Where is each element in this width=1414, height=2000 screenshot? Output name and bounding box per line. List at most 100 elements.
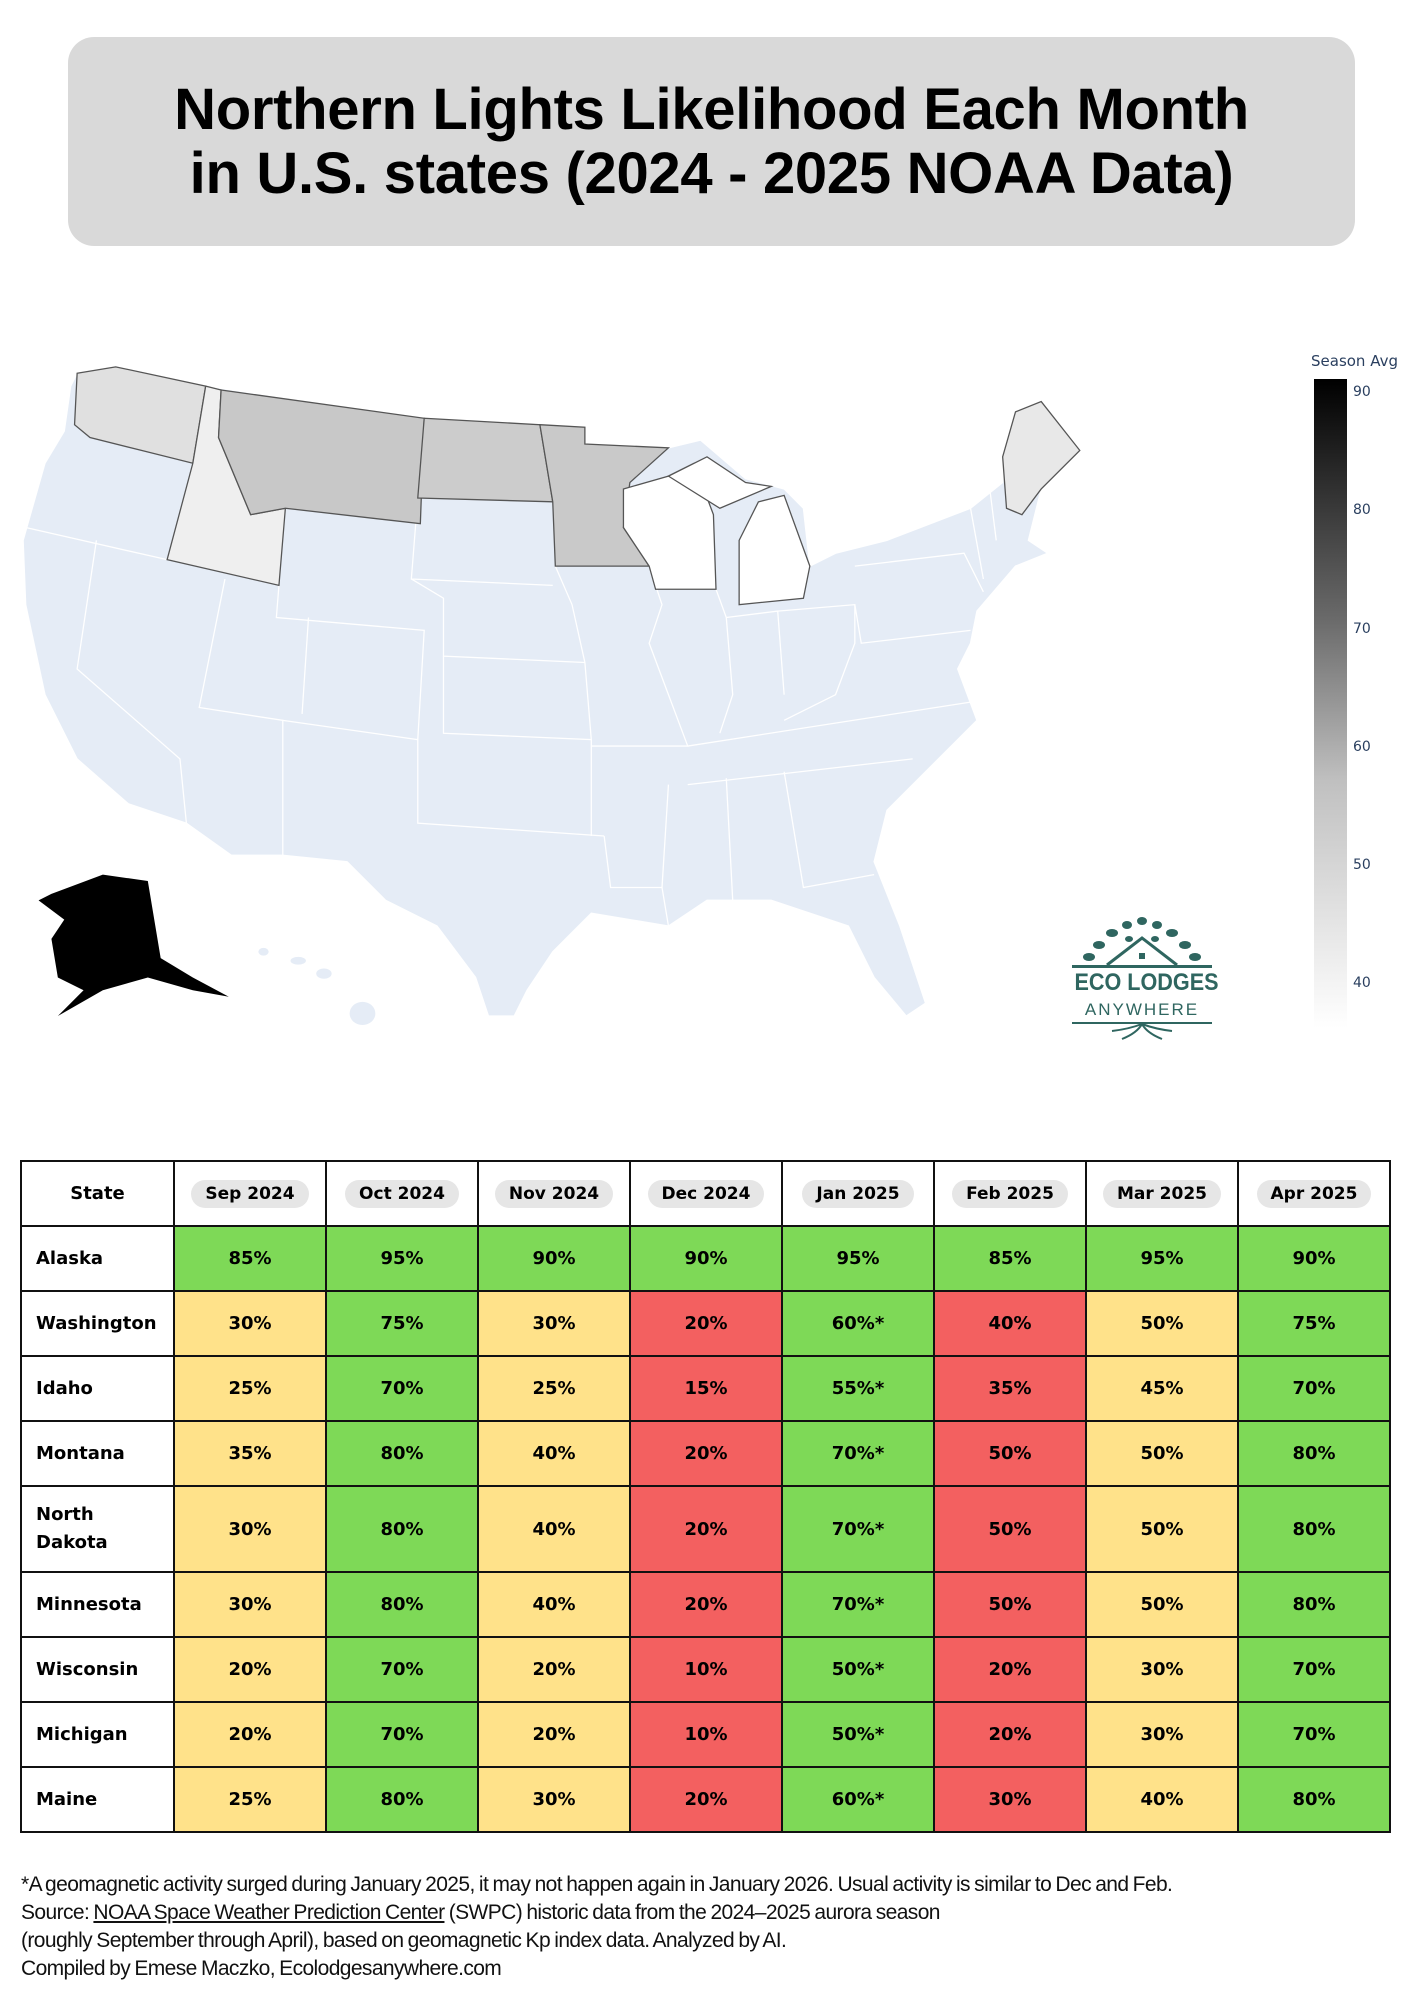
likelihood-cell: 80% [325, 1485, 479, 1573]
likelihood-cell: 60%* [781, 1290, 935, 1357]
colorbar-tick: 90 [1353, 384, 1371, 400]
likelihood-cell: 30% [1085, 1701, 1239, 1768]
state-montana[interactable] [217, 389, 425, 525]
likelihood-cell: 60%* [781, 1766, 935, 1833]
header-month: Apr 2025 [1237, 1160, 1391, 1227]
likelihood-cell: 50%* [781, 1636, 935, 1703]
state-cell: Minnesota [20, 1571, 175, 1638]
likelihood-cell: 20% [629, 1485, 783, 1573]
month-pill: Nov 2024 [494, 1179, 614, 1208]
likelihood-cell: 90% [629, 1225, 783, 1292]
likelihood-cell: 25% [173, 1766, 327, 1833]
likelihood-cell: 80% [325, 1766, 479, 1833]
colorbar-tick: 40 [1353, 975, 1371, 991]
likelihood-cell: 50% [1085, 1485, 1239, 1573]
likelihood-cell: 10% [629, 1636, 783, 1703]
credit: Compiled by Emese Maczko, Ecolodgesanywh… [21, 1957, 502, 1980]
table-row: North Dakota 30% 80% 40% 20% 70%* 50% 50% 80% [20, 1485, 1391, 1573]
likelihood-cell: 85% [173, 1225, 327, 1292]
likelihood-cell: 30% [173, 1571, 327, 1638]
colorbar-tick: 60 [1353, 739, 1371, 755]
likelihood-cell: 40% [477, 1485, 631, 1573]
state-name: Alaska [36, 1247, 104, 1269]
likelihood-cell: 70%* [781, 1571, 935, 1638]
likelihood-cell: 20% [933, 1636, 1087, 1703]
source-link[interactable]: NOAA Space Weather Prediction Center [93, 1901, 445, 1924]
likelihood-cell: 50% [1085, 1420, 1239, 1487]
header-month: Sep 2024 [173, 1160, 327, 1227]
title-line-2: in U.S. states (2024 - 2025 NOAA Data) [189, 140, 1234, 206]
month-pill: Sep 2024 [191, 1179, 309, 1208]
state-name: Maine [36, 1788, 98, 1810]
header-month: Jan 2025 [781, 1160, 935, 1227]
highlighted-states [73, 366, 1081, 606]
likelihood-cell: 90% [1237, 1225, 1391, 1292]
likelihood-cell: 50% [933, 1485, 1087, 1573]
state-washington[interactable] [73, 366, 207, 465]
logo-line-2: ANYWHERE [1084, 1000, 1200, 1019]
title-banner: Northern Lights Likelihood Each Month in… [68, 37, 1355, 246]
state-cell: Washington [20, 1290, 175, 1357]
likelihood-cell: 20% [629, 1766, 783, 1833]
likelihood-cell: 75% [325, 1290, 479, 1357]
likelihood-cell: 30% [1085, 1636, 1239, 1703]
likelihood-cell: 20% [477, 1701, 631, 1768]
table-row: Alaska 85% 95% 90% 90% 95% 85% 95% 90% [20, 1225, 1391, 1292]
likelihood-cell: 50% [1085, 1290, 1239, 1357]
likelihood-cell: 70% [325, 1636, 479, 1703]
likelihood-cell: 70%* [781, 1485, 935, 1573]
table-row: Wisconsin 20% 70% 20% 10% 50%* 20% 30% 70% [20, 1636, 1391, 1703]
header-month: Feb 2025 [933, 1160, 1087, 1227]
likelihood-cell: 80% [1237, 1485, 1391, 1573]
month-pill: Dec 2024 [647, 1179, 765, 1208]
month-pill: Apr 2025 [1256, 1179, 1372, 1208]
likelihood-cell: 70%* [781, 1420, 935, 1487]
likelihood-cell: 90% [477, 1225, 631, 1292]
colorbar-title: Season Avg [1311, 352, 1398, 370]
state-name: North Dakota [36, 1504, 108, 1553]
month-pill: Jan 2025 [802, 1179, 914, 1208]
tree-house-icon [1072, 917, 1212, 1040]
likelihood-cell: 20% [629, 1290, 783, 1357]
likelihood-cell: 70% [1237, 1355, 1391, 1422]
state-cell: Wisconsin [20, 1636, 175, 1703]
state-cell: Idaho [20, 1355, 175, 1422]
state-maine[interactable] [1002, 400, 1081, 516]
likelihood-cell: 20% [477, 1636, 631, 1703]
state-north-dakota[interactable] [417, 417, 554, 503]
likelihood-cell: 75% [1237, 1290, 1391, 1357]
state-michigan-lower[interactable] [738, 494, 811, 606]
footnote: *A geomagnetic activity surged during Ja… [21, 1873, 1173, 1896]
header-month: Dec 2024 [629, 1160, 783, 1227]
table-row: Idaho 25% 70% 25% 15% 55%* 35% 45% 70% [20, 1355, 1391, 1422]
state-cell: North Dakota [20, 1485, 175, 1573]
likelihood-cell: 40% [477, 1420, 631, 1487]
table-header-row: State Sep 2024 Oct 2024 Nov 2024 Dec 2024 Ja… [20, 1160, 1391, 1227]
colorbar-tick: 70 [1353, 621, 1371, 637]
state-name: Montana [36, 1442, 125, 1464]
state-michigan-upper[interactable] [667, 456, 774, 509]
likelihood-cell: 15% [629, 1355, 783, 1422]
header-month: Mar 2025 [1085, 1160, 1239, 1227]
source-prefix: Source: [21, 1901, 94, 1924]
state-name: Wisconsin [36, 1658, 139, 1680]
header-month: Nov 2024 [477, 1160, 631, 1227]
month-pill: Feb 2025 [952, 1179, 1068, 1208]
likelihood-cell: 30% [933, 1766, 1087, 1833]
table-row: Montana 35% 80% 40% 20% 70%* 50% 50% 80% [20, 1420, 1391, 1487]
likelihood-cell: 95% [325, 1225, 479, 1292]
likelihood-cell: 50% [933, 1420, 1087, 1487]
source-rest: (SWPC) historic data from the 2024–2025 … [444, 1901, 941, 1924]
likelihood-cell: 70% [325, 1355, 479, 1422]
state-cell: Alaska [20, 1225, 175, 1292]
likelihood-cell: 40% [1085, 1766, 1239, 1833]
likelihood-cell: 30% [477, 1290, 631, 1357]
table-row: Maine 25% 80% 30% 20% 60%* 30% 40% 80% [20, 1766, 1391, 1833]
table-row: Minnesota 30% 80% 40% 20% 70%* 50% 50% 80% [20, 1571, 1391, 1638]
state-alaska[interactable] [38, 874, 229, 1017]
colorbar-tick: 50 [1353, 857, 1371, 873]
state-name: Minnesota [36, 1593, 142, 1615]
colorbar-tick: 80 [1353, 502, 1371, 518]
table-row: Washington 30% 75% 30% 20% 60%* 40% 50% 75% [20, 1290, 1391, 1357]
us-lower48-outline [22, 372, 1081, 1017]
